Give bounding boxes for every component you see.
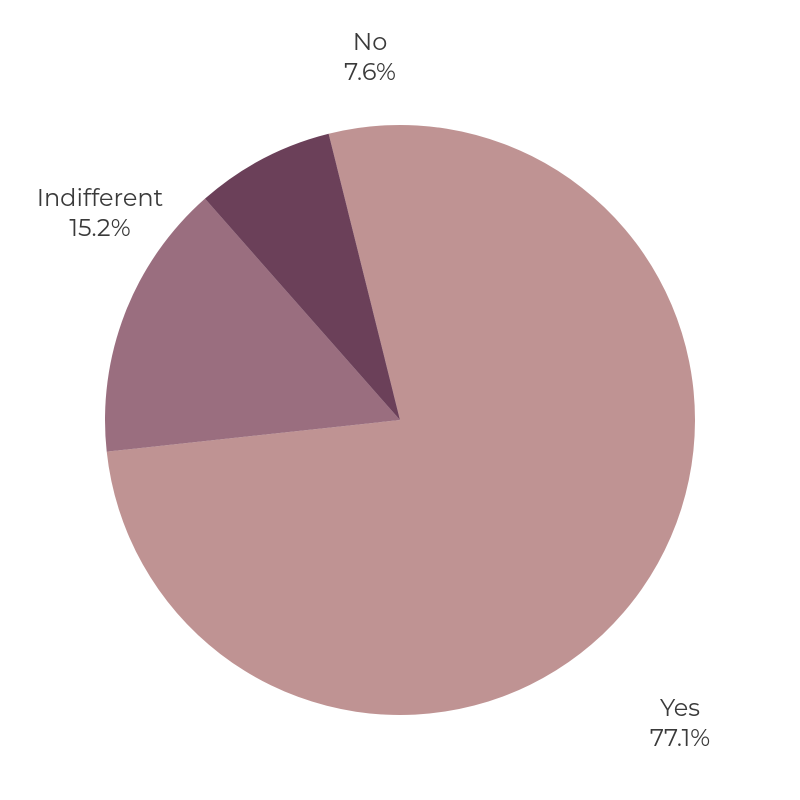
slice-label-name: No <box>353 28 388 57</box>
slice-label-name: Indifferent <box>37 184 164 213</box>
pie-slices <box>105 125 695 715</box>
slice-label-name: Yes <box>660 694 700 723</box>
slice-label-percent: 77.1% <box>650 724 710 753</box>
pie-chart: Yes77.1% Indifferent15.2% No7.6% <box>0 0 800 800</box>
slice-label-percent: 7.6% <box>344 58 396 87</box>
slice-label-percent: 15.2% <box>69 214 130 243</box>
